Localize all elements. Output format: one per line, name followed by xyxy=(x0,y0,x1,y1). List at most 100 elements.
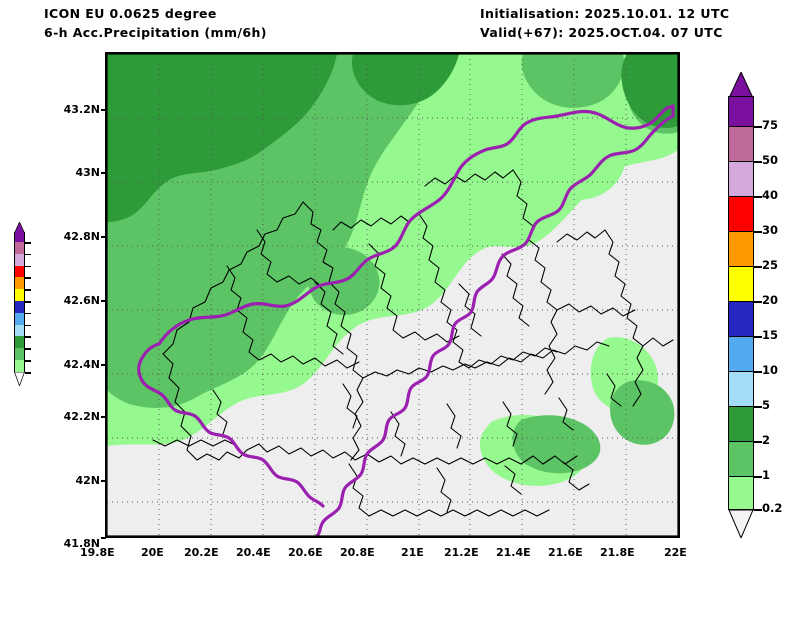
y-tick-mark xyxy=(101,364,106,366)
colorbar-mini-band-40-50 xyxy=(14,253,25,266)
colorbar-separator xyxy=(728,476,754,477)
colorbar-separator xyxy=(728,441,754,442)
colorbar-label-15: 15 xyxy=(762,328,779,342)
colorbar-label-1: 1 xyxy=(762,468,771,482)
colorbar-label-50: 50 xyxy=(762,153,779,167)
colorbar-separator xyxy=(728,371,754,372)
x-tick-label: 21.6E xyxy=(548,546,583,559)
colorbar-label-75: 75 xyxy=(762,118,779,132)
colorbar-band-2-5 xyxy=(728,406,754,441)
colorbar-band-0p2-1 xyxy=(728,476,754,510)
colorbar-mini-band-above-75 xyxy=(14,232,25,242)
colorbar-mini-above-max-arrow xyxy=(14,222,25,233)
admin-boundaries xyxy=(152,169,674,517)
x-tick-label: 20.2E xyxy=(184,546,219,559)
colorbar-tick xyxy=(754,161,762,163)
colorbar-band-30-40 xyxy=(728,196,754,231)
colorbar-separator xyxy=(728,336,754,337)
y-tick-label: 41.8N xyxy=(63,537,100,550)
y-tick-mark xyxy=(101,537,106,539)
x-tick-label: 21.4E xyxy=(496,546,531,559)
x-tick-label: 21.8E xyxy=(600,546,635,559)
colorbar-label-10: 10 xyxy=(762,363,779,377)
colorbar-mini-tick xyxy=(25,289,31,291)
colorbar-band-15-20 xyxy=(728,301,754,336)
colorbar-mini-tick xyxy=(25,336,31,338)
colorbar-label-5: 5 xyxy=(762,398,771,412)
x-tick-label: 22E xyxy=(664,546,687,559)
y-tick-label: 43.2N xyxy=(63,103,100,116)
colorbar-tick xyxy=(754,371,762,373)
x-tick-label: 19.8E xyxy=(80,546,115,559)
colorbar-mini-band-2-5 xyxy=(14,336,25,349)
colorbar-above-max-arrow xyxy=(728,72,754,98)
colorbar-tick xyxy=(754,509,762,511)
colorbar-mini-below-min-arrow xyxy=(14,372,25,386)
x-tick-label: 21E xyxy=(401,546,424,559)
y-tick-label: 42N xyxy=(75,474,100,487)
colorbar-mini-tick xyxy=(25,360,31,362)
colorbar-separator xyxy=(728,231,754,232)
colorbar-band-above-75 xyxy=(728,96,754,126)
colorbar-band-25-30 xyxy=(728,231,754,266)
colorbar-band-40-50 xyxy=(728,161,754,196)
colorbar-mini-band-30-40 xyxy=(14,265,25,278)
valid-time-label: Valid(+67): 2025.OCT.04. 07 UTC xyxy=(480,25,723,40)
x-tick-label: 21.2E xyxy=(444,546,479,559)
colorbar-label-30: 30 xyxy=(762,223,779,237)
colorbar-band-20-25 xyxy=(728,266,754,301)
y-tick-label: 42.6N xyxy=(63,294,100,307)
x-tick-label: 20.6E xyxy=(288,546,323,559)
colorbar-mini-tick xyxy=(25,253,31,256)
map-gridlines xyxy=(107,54,678,536)
colorbar-mini-tick xyxy=(25,277,31,279)
map-plot-area xyxy=(105,52,680,538)
colorbar-tick xyxy=(754,266,762,268)
y-tick-mark xyxy=(101,480,106,482)
colorbar-mini-band-5-10 xyxy=(14,324,25,337)
y-tick-mark xyxy=(101,109,106,111)
colorbar-band-50-75 xyxy=(728,126,754,161)
colorbar-mini-band-25-30 xyxy=(14,277,25,290)
initialisation-label: Initialisation: 2025.10.01. 12 UTC xyxy=(480,6,730,21)
colorbar-tick xyxy=(754,126,762,128)
colorbar-separator xyxy=(728,161,754,162)
colorbar-mini-tick xyxy=(25,312,31,315)
colorbar-mini-band-15-20 xyxy=(14,301,25,313)
colorbar-below-min-arrow xyxy=(728,510,754,538)
colorbar-mini-tick xyxy=(25,348,31,350)
colorbar-band-5-10 xyxy=(728,371,754,406)
precipitation-map xyxy=(107,54,678,536)
y-tick-mark xyxy=(101,172,106,174)
colorbar-mini-band-1-2 xyxy=(14,348,25,360)
y-tick-mark xyxy=(101,300,106,302)
colorbar-label-20: 20 xyxy=(762,293,779,307)
colorbar-separator xyxy=(728,96,754,97)
x-tick-label: 20.4E xyxy=(236,546,271,559)
model-name-label: ICON EU 0.0625 degree xyxy=(44,6,217,21)
precip-band-2-5 xyxy=(107,54,678,222)
colorbar-separator xyxy=(728,126,754,127)
colorbar-mini-tick xyxy=(25,301,31,303)
colorbar-tick xyxy=(754,406,762,408)
colorbar-tick xyxy=(754,476,762,478)
colorbar-separator xyxy=(728,406,754,407)
colorbar-mini-band-50-75 xyxy=(14,242,25,254)
colorbar-mini-band-10-15 xyxy=(14,312,25,325)
colorbar-separator xyxy=(728,301,754,302)
colorbar-mini-band-20-25 xyxy=(14,289,25,301)
colorbar-label-40: 40 xyxy=(762,188,779,202)
colorbar-separator xyxy=(728,196,754,197)
field-name-label: 6-h Acc.Precipitation (mm/6h) xyxy=(44,25,267,40)
colorbar-label-25: 25 xyxy=(762,258,779,272)
colorbar-tick xyxy=(754,441,762,443)
colorbar-band-10-15 xyxy=(728,336,754,371)
y-tick-mark xyxy=(101,236,106,238)
colorbar-mini-tick xyxy=(25,324,31,327)
y-tick-label: 42.4N xyxy=(63,358,100,371)
country-border-kosovo xyxy=(137,104,675,536)
colorbar-tick xyxy=(754,336,762,338)
colorbar-tick xyxy=(754,301,762,303)
y-tick-label: 42.2N xyxy=(63,410,100,423)
